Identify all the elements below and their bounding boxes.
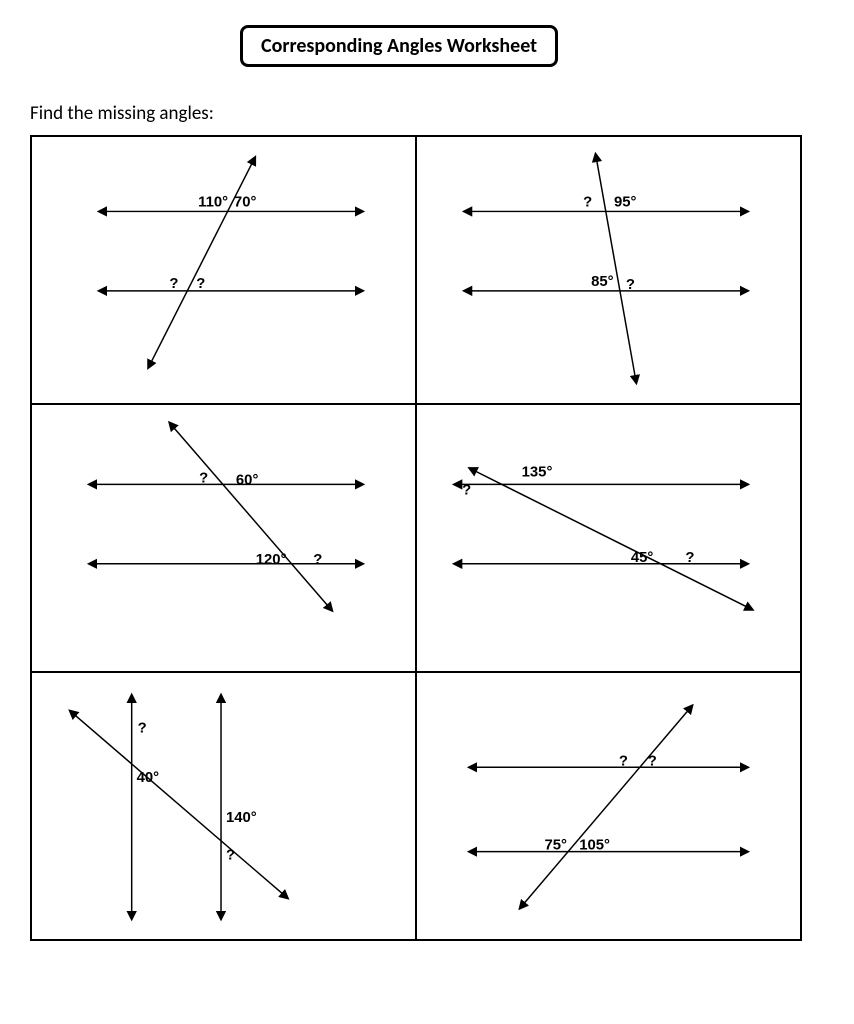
diagram-1: 110° 70° ? ? xyxy=(32,137,415,403)
angle-label: 105° xyxy=(579,838,610,854)
angle-label: 70° xyxy=(234,194,257,210)
angle-label: ? xyxy=(619,753,628,769)
angle-label: 85° xyxy=(591,274,614,290)
angle-label: 60° xyxy=(236,472,259,488)
angle-label: 75° xyxy=(544,838,567,854)
angle-label: 140° xyxy=(226,810,257,826)
problem-cell-3: ? 60° 120° ? xyxy=(31,404,416,672)
angle-label: ? xyxy=(199,470,208,486)
angle-label: ? xyxy=(138,721,147,737)
problem-cell-2: ? 95° 85° ? xyxy=(416,136,801,404)
diagram-6: ? ? 75° 105° xyxy=(417,673,800,939)
angle-label: 95° xyxy=(614,194,637,210)
diagram-3: ? 60° 120° ? xyxy=(32,405,415,671)
angle-label: ? xyxy=(313,552,322,568)
grid-row: 110° 70° ? ? ? 95° 85° ? xyxy=(31,136,801,404)
diagram-4: ? 135° 45° ? xyxy=(417,405,800,671)
instruction-text: Find the missing angles: xyxy=(30,102,824,125)
angle-label: ? xyxy=(626,277,635,293)
angle-label: 40° xyxy=(137,770,160,786)
problems-grid: 110° 70° ? ? ? 95° 85° ? xyxy=(30,135,802,941)
angle-label: 120° xyxy=(256,552,287,568)
angle-label: ? xyxy=(685,550,694,566)
grid-row: ? 60° 120° ? ? 135° 45° ? xyxy=(31,404,801,672)
angle-label: ? xyxy=(583,194,592,210)
problem-cell-4: ? 135° 45° ? xyxy=(416,404,801,672)
angle-label: ? xyxy=(196,276,205,292)
worksheet-title: Corresponding Angles Worksheet xyxy=(240,25,558,67)
angle-label: 135° xyxy=(522,464,553,480)
angle-label: ? xyxy=(169,276,178,292)
problem-cell-5: ? 40° 140° ? xyxy=(31,672,416,940)
angle-label: ? xyxy=(226,848,235,864)
angle-label: 45° xyxy=(631,550,654,566)
grid-row: ? 40° 140° ? ? ? 75° 105° xyxy=(31,672,801,940)
diagram-5: ? 40° 140° ? xyxy=(32,673,415,939)
problem-cell-1: 110° 70° ? ? xyxy=(31,136,416,404)
angle-label: 110° xyxy=(198,194,228,210)
diagram-2: ? 95° 85° ? xyxy=(417,137,800,403)
angle-label: ? xyxy=(462,482,471,498)
angle-label: ? xyxy=(648,753,657,769)
problem-cell-6: ? ? 75° 105° xyxy=(416,672,801,940)
